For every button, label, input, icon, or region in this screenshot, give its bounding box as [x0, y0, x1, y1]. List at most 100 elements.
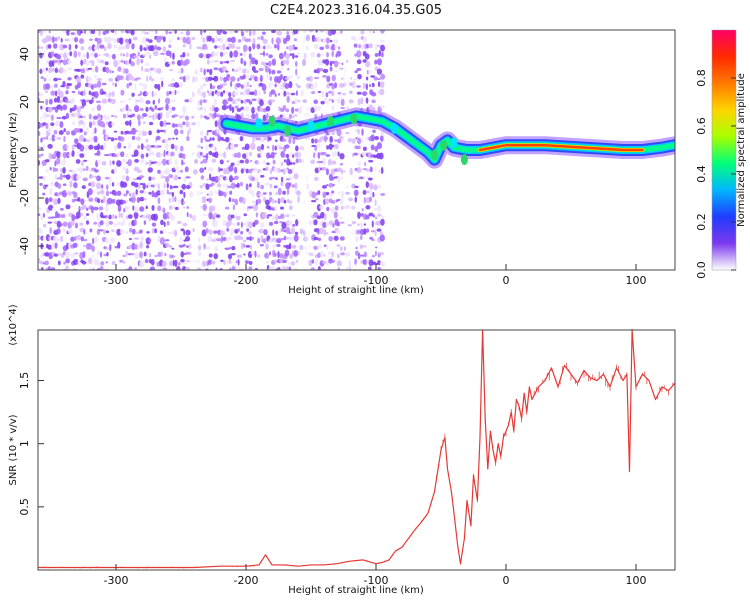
spectrogram-noise-mark — [45, 67, 48, 71]
spectrogram-noise-mark — [182, 153, 186, 160]
spectrogram-noise-mark — [297, 99, 301, 103]
spectrogram-noise-mark — [200, 146, 204, 149]
spectrogram-noise-mark — [123, 145, 127, 149]
spectrogram-noise-mark — [114, 82, 117, 88]
spectrogram-noise-mark — [250, 57, 256, 65]
spectrogram-noise-mark — [156, 161, 162, 167]
spectrogram-noise-mark — [67, 67, 73, 71]
spectrogram-noise-mark — [70, 170, 76, 174]
spectrogram-noise-mark — [159, 52, 166, 55]
spectrogram-noise-mark — [188, 260, 194, 264]
spectrogram-noise-mark — [372, 192, 375, 198]
spectrogram-noise-mark — [88, 90, 92, 96]
spectrogram-noise-mark — [42, 246, 46, 250]
spectrogram-noise-mark — [276, 70, 282, 74]
spectrogram-noise-mark — [325, 221, 330, 227]
spectrogram-noise-mark — [241, 50, 247, 57]
spectrogram-noise-mark — [276, 243, 281, 248]
spectrogram-noise-mark — [291, 250, 295, 258]
spectrogram-noise-mark — [143, 197, 147, 201]
spectrogram-noise-mark — [111, 70, 114, 74]
spectrogram-noise-mark — [62, 151, 67, 159]
spectrogram-noise-mark — [213, 112, 217, 118]
spectrogram-noise-mark — [122, 78, 127, 81]
spectrogram-noise-mark — [138, 129, 142, 137]
spectrogram-noise-mark — [259, 228, 264, 234]
spectrogram-noise-mark — [379, 105, 385, 109]
snr-x-tick-label-4: 100 — [626, 574, 647, 587]
spectrogram-noise-mark — [219, 51, 224, 57]
spectrogram-noise-mark — [252, 37, 256, 45]
spectrogram-noise-mark — [317, 152, 321, 159]
spectrogram-noise-mark — [146, 75, 149, 82]
spectrogram-noise-mark — [280, 67, 284, 70]
spectrogram-noise-mark — [374, 199, 377, 206]
spectrogram-noise-mark — [293, 98, 299, 104]
spectrogram-noise-mark — [367, 70, 372, 74]
spectrogram-noise-mark — [271, 58, 277, 66]
spectrogram-noise-mark — [304, 246, 307, 250]
spectrogram-noise-mark — [365, 97, 369, 104]
spectrogram-noise-mark — [310, 51, 316, 58]
spectrogram-noise-mark — [151, 108, 155, 112]
spectrogram-noise-mark — [178, 115, 184, 119]
spectrogram-noise-mark — [210, 205, 216, 212]
spectrogram-noise-mark — [358, 176, 364, 180]
spectrogram-noise-mark — [236, 221, 240, 226]
spectrogram-noise-mark — [63, 261, 66, 265]
spectrogram-noise-mark — [315, 198, 319, 201]
spectrogram-noise-mark — [84, 30, 87, 35]
spectrogram-noise-mark — [110, 37, 115, 41]
spectrogram-noise-mark — [120, 52, 123, 57]
spectrogram-noise-mark — [157, 197, 161, 205]
spectrogram-noise-mark — [108, 176, 113, 183]
spectrogram-noise-mark — [379, 88, 385, 96]
spectrogram-noise-mark — [321, 151, 327, 156]
spectrogram-noise-mark — [223, 229, 226, 233]
spectrogram-noise-mark — [260, 222, 265, 228]
spectrogram-noise-mark — [145, 138, 149, 143]
spectrogram-noise-mark — [353, 78, 358, 81]
spectrogram-noise-mark — [111, 260, 116, 265]
spectrogram-noise-mark — [134, 182, 139, 188]
spectrogram-noise-mark — [117, 59, 121, 65]
spectrogram-noise-mark — [184, 115, 190, 121]
spectrogram-noise-mark — [109, 69, 112, 74]
spectrogram-noise-mark — [210, 182, 215, 186]
spectrogram-noise-mark — [231, 245, 236, 251]
spectrogram-y-tick-label-0: -40 — [18, 237, 31, 255]
spectrogram-noise-mark — [227, 237, 233, 241]
spectrogram-noise-mark — [229, 267, 232, 270]
spectrogram-noise-mark — [357, 98, 361, 106]
spectrogram-noise-mark — [91, 44, 96, 52]
spectrogram-noise-mark — [291, 244, 297, 249]
spectrogram-noise-mark — [58, 130, 64, 136]
spectrogram-noise-mark — [93, 206, 99, 211]
spectrogram-noise-mark — [206, 59, 210, 65]
spectrogram-noise-mark — [46, 114, 50, 117]
spectrogram-noise-mark — [368, 159, 374, 163]
spectrogram-noise-mark — [348, 197, 354, 202]
spectrogram-noise-mark — [127, 158, 132, 167]
spectrogram-noise-mark — [374, 230, 377, 237]
spectrogram-noise-mark — [124, 68, 129, 74]
spectrogram-noise-mark — [134, 267, 137, 270]
spectrogram-hot-spot — [460, 154, 468, 166]
spectrogram-noise-mark — [181, 159, 184, 166]
spectrogram-noise-mark — [230, 76, 236, 82]
spectrogram-noise-mark — [253, 76, 259, 82]
spectrogram-noise-mark — [94, 169, 99, 173]
spectrogram-noise-mark — [101, 184, 104, 189]
spectrogram-noise-mark — [145, 106, 149, 112]
spectrogram-noise-mark — [159, 237, 165, 245]
spectrogram-noise-mark — [305, 77, 310, 81]
spectrogram-noise-mark — [125, 168, 129, 175]
spectrogram-noise-mark — [62, 59, 68, 66]
spectrogram-hot-spot — [390, 122, 398, 134]
spectrogram-noise-mark — [144, 258, 149, 264]
spectrogram-noise-mark — [314, 145, 318, 152]
spectrogram-noise-mark — [235, 46, 241, 50]
spectrogram-noise-mark — [245, 168, 250, 174]
spectrogram-noise-mark — [172, 52, 175, 60]
spectrogram-noise-mark — [362, 146, 367, 151]
